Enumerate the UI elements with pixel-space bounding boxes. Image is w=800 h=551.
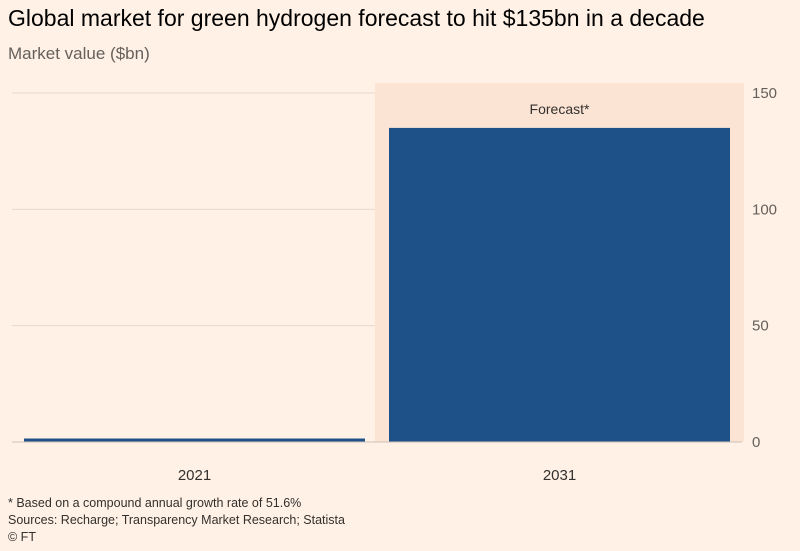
y-axis-ticks: 0 50 100 150 [752, 85, 777, 451]
x-axis-labels: 2021 2031 [178, 467, 576, 484]
sources: Sources: Recharge; Transparency Market R… [8, 513, 345, 527]
x-tick-label: 2021 [178, 467, 211, 484]
chart-footnotes: * Based on a compound annual growth rate… [8, 495, 345, 546]
y-tick-label: 0 [752, 434, 760, 451]
y-tick-label: 50 [752, 318, 769, 335]
bar-2031 [389, 127, 730, 443]
copyright: © FT [8, 530, 36, 544]
chart-subtitle: Market value ($bn) [8, 44, 150, 63]
y-tick-label: 150 [752, 85, 777, 102]
bars [24, 127, 730, 443]
y-tick-label: 100 [752, 201, 777, 218]
footnote: * Based on a compound annual growth rate… [8, 496, 302, 510]
forecast-label: Forecast* [530, 101, 590, 117]
bar-2021 [24, 438, 365, 442]
bar-chart: 0 50 100 150 2021 2031 Forecast* [12, 83, 777, 484]
chart-title: Global market for green hydrogen forecas… [8, 5, 705, 31]
x-tick-label: 2031 [543, 467, 576, 484]
